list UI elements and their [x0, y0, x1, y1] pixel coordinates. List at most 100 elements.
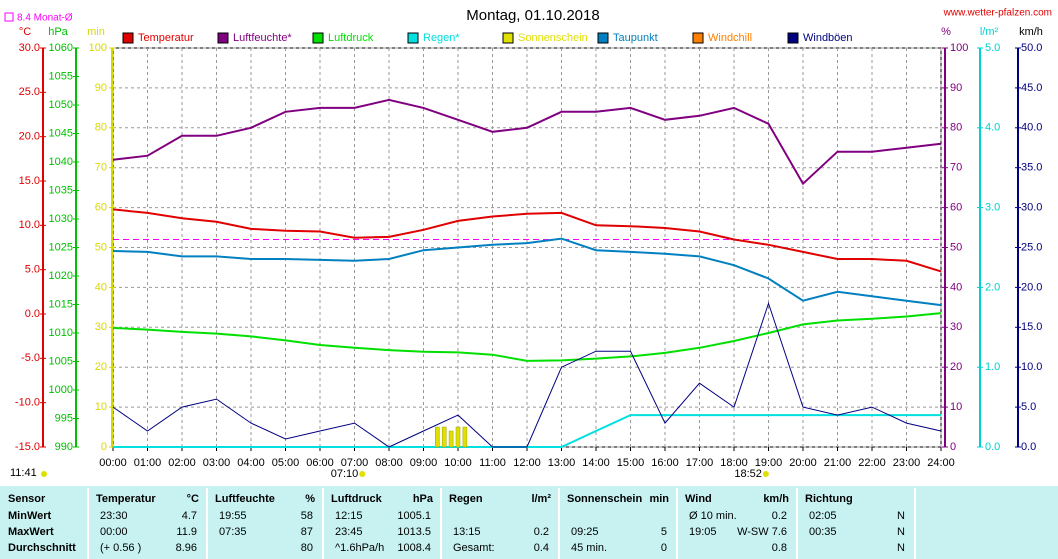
y-tick-label: 990 [55, 441, 73, 453]
x-tick-label: 19:00 [755, 457, 783, 469]
legend-label: Regen* [423, 32, 460, 44]
table-header: Regen [449, 493, 483, 505]
y-tick-label: 60 [95, 202, 107, 214]
table-header: min [649, 493, 669, 505]
table-background [0, 486, 1058, 559]
y-tick-label: 30 [95, 321, 107, 333]
y-tick-label: 40.0 [1021, 122, 1042, 134]
y-tick-label: 100 [950, 42, 968, 54]
axis-unit: % [941, 26, 951, 38]
y-tick-label: 70 [95, 162, 107, 174]
y-tick-label: 15.0 [1021, 321, 1042, 333]
legend-label: Luftfeuchte* [233, 32, 292, 44]
table-cell: 00:00 [100, 526, 128, 538]
table-header: % [305, 493, 315, 505]
y-tick-label: 5.0 [1021, 401, 1036, 413]
table-cell: 1013.5 [397, 526, 431, 538]
y-tick-label: 60 [950, 202, 962, 214]
y-tick-label: 25.0 [1021, 241, 1042, 253]
y-tick-label: 10 [95, 401, 107, 413]
legend-label: Taupunkt [613, 32, 658, 44]
y-tick-label: 35.0 [1021, 162, 1042, 174]
legend-swatch [122, 32, 134, 44]
sunshine-bar [435, 426, 440, 448]
table-cell: Gesamt: [453, 542, 495, 554]
x-tick-label: 09:00 [410, 457, 438, 469]
y-tick-label: 15.0 [19, 175, 40, 187]
table-cell: 87 [301, 526, 313, 538]
table-cell: 23:45 [335, 526, 363, 538]
y-tick-label: 40 [95, 281, 107, 293]
y-tick-label: 1045 [49, 127, 73, 139]
x-tick-label: 22:00 [858, 457, 886, 469]
series-line [112, 208, 942, 273]
y-tick-label: 995 [55, 412, 73, 424]
y-tick-label: 1060 [49, 42, 73, 54]
x-tick-label: 14:00 [582, 457, 610, 469]
axis-unit: km/h [1019, 26, 1043, 38]
legend-swatch [502, 32, 514, 44]
y-tick-label: 10.0 [19, 219, 40, 231]
x-tick-label: 01:00 [134, 457, 162, 469]
chart-title: Montag, 01.10.2018 [466, 7, 599, 24]
table-header: Wind [685, 493, 712, 505]
table-header: Temperatur [96, 493, 156, 505]
table-row-label: MinWert [8, 510, 52, 522]
avg-icon [4, 12, 14, 22]
legend-label: Windchill [708, 32, 752, 44]
x-tick-label: 20:00 [789, 457, 817, 469]
daylength: 11:41 [10, 467, 37, 479]
y-tick-label: 2.0 [985, 281, 1000, 293]
y-tick-label: 0.0 [985, 441, 1000, 453]
avg-label: 8.4 Monat-Ø [17, 13, 73, 24]
axis-unit: hPa [48, 26, 68, 38]
table-cell: 5 [661, 526, 667, 538]
y-tick-label: 20 [950, 361, 962, 373]
table-cell: 58 [301, 510, 313, 522]
legend-swatch [217, 32, 229, 44]
x-tick-label: 04:00 [237, 457, 265, 469]
sunshine-bar [441, 426, 447, 448]
x-tick-label: 03:00 [203, 457, 231, 469]
table-cell: 0.2 [772, 510, 787, 522]
x-tick-label: 00:00 [99, 457, 127, 469]
y-tick-label: 80 [950, 122, 962, 134]
y-tick-label: 30.0 [1021, 202, 1042, 214]
y-tick-label: 40 [950, 281, 962, 293]
sun-icon [762, 471, 769, 477]
sunshine-bar [455, 426, 461, 448]
table-header: hPa [413, 493, 434, 505]
y-tick-label: 100 [89, 42, 107, 54]
sun-time: 18:52 [734, 468, 762, 480]
y-tick-label: 1050 [49, 99, 73, 111]
x-tick-label: 23:00 [893, 457, 921, 469]
table-cell: 23:30 [100, 510, 128, 522]
y-tick-label: 70 [950, 162, 962, 174]
table-cell: 45 min. [571, 542, 607, 554]
y-tick-label: 5.0 [25, 264, 40, 276]
y-tick-label: 1040 [49, 156, 73, 168]
y-tick-label: 1005 [49, 355, 73, 367]
legend-swatch [597, 32, 609, 44]
table-cell: 07:35 [219, 526, 247, 538]
y-tick-label: 0 [950, 441, 956, 453]
x-tick-label: 18:00 [720, 457, 748, 469]
sun-icon [359, 471, 366, 477]
table-cell: 09:25 [571, 526, 599, 538]
table-cell: ^1.6hPa/h [335, 542, 384, 554]
y-tick-label: 0.0 [25, 308, 40, 320]
x-tick-label: 05:00 [272, 457, 300, 469]
legend-swatch [787, 32, 799, 44]
table-row-label: MaxWert [8, 526, 54, 538]
axis-unit: °C [19, 26, 31, 38]
sun-time: 07:10 [331, 468, 359, 480]
y-tick-label: 1010 [49, 327, 73, 339]
sunshine-bar [448, 430, 454, 448]
y-tick-label: 0 [101, 441, 107, 453]
table-header: Sonnenschein [567, 493, 642, 505]
table-cell: 12:15 [335, 510, 363, 522]
table-cell: 02:05 [809, 510, 837, 522]
y-tick-label: 10 [950, 401, 962, 413]
x-tick-label: 17:00 [686, 457, 714, 469]
